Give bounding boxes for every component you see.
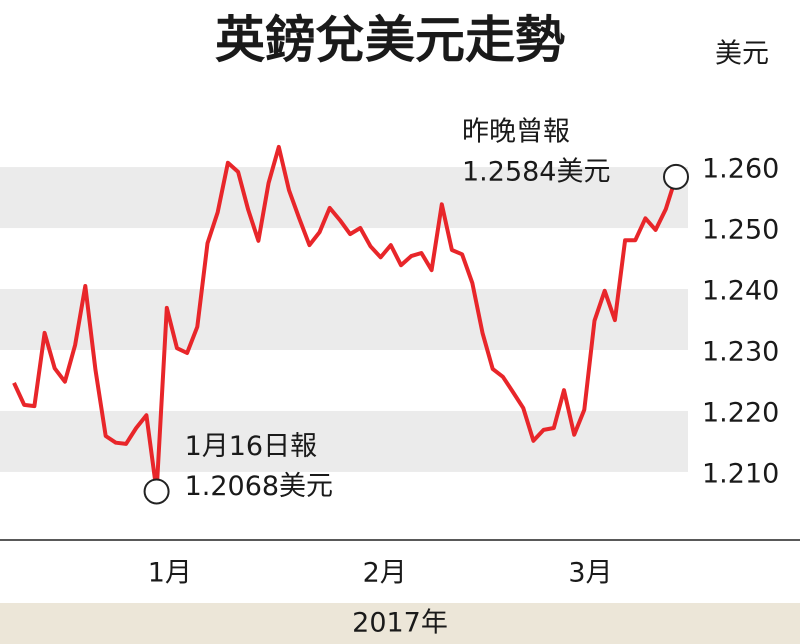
y-tick-label: 1.210 xyxy=(702,458,779,489)
x-tick-label: 2月 xyxy=(363,558,407,589)
annotation: 1月16日報 xyxy=(185,431,318,462)
grid-band xyxy=(0,167,688,229)
y-tick-label: 1.240 xyxy=(702,276,779,307)
y-tick-label: 1.220 xyxy=(702,397,779,428)
y-tick-label: 1.250 xyxy=(702,215,779,246)
data-line xyxy=(12,144,678,494)
chart-title: 英鎊兌美元走勢 xyxy=(215,10,565,69)
annotation: 1.2584美元 xyxy=(462,156,610,187)
x-tick-label: 3月 xyxy=(568,558,612,589)
annotation: 昨晚曾報 xyxy=(462,116,570,147)
y-tick-label: 1.260 xyxy=(702,154,779,185)
point-marker xyxy=(663,163,689,190)
y-tick-label: 1.230 xyxy=(702,336,779,367)
x-tick-label: 1月 xyxy=(148,558,192,589)
grid-band xyxy=(0,289,688,350)
point-marker xyxy=(143,478,170,505)
footer-band xyxy=(0,603,800,644)
unit-label: 美元 xyxy=(715,39,769,70)
x-axis-label: 2017年 xyxy=(352,608,448,639)
annotation: 1.2068美元 xyxy=(185,471,333,502)
